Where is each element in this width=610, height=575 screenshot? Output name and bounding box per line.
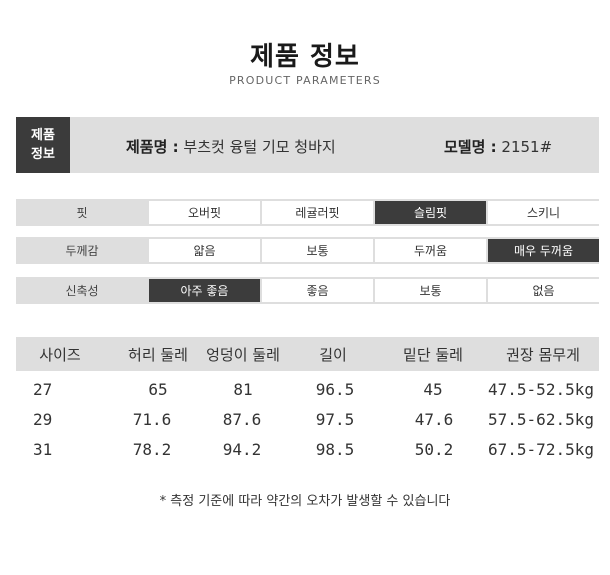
product-name-label: 제품명 : xyxy=(126,138,179,156)
product-model-label: 모델명 : xyxy=(444,138,497,156)
attr-option-selected: 매우 두꺼움 xyxy=(488,239,599,262)
size-col-header: 길이 xyxy=(319,345,347,364)
product-model-value: 2151# xyxy=(501,138,553,156)
product-name: 제품명 : 부츠컷 융털 기모 청바지 xyxy=(126,136,336,157)
size-cell: 27 xyxy=(33,380,53,399)
badge-line-2: 정보 xyxy=(31,147,55,162)
size-cell: 57.5-62.5kg xyxy=(488,410,594,429)
product-model: 모델명 : 2151# xyxy=(444,136,552,157)
attr-option: 보통 xyxy=(262,239,373,262)
attr-option: 좋음 xyxy=(262,279,373,302)
size-table-header: 사이즈 허리 둘레 엉덩이 둘레 길이 밑단 둘레 권장 몸무게 xyxy=(16,337,599,371)
size-cell: 65 xyxy=(148,380,168,399)
size-cell: 47.5-52.5kg xyxy=(488,380,594,399)
badge-line-1: 제품 xyxy=(31,128,55,143)
size-cell: 78.2 xyxy=(132,440,172,459)
attr-row-fit: 핏 오버핏 레귤러핏 슬림핏 스키니 xyxy=(16,199,599,226)
attr-option-selected: 슬림핏 xyxy=(375,201,486,224)
size-cell: 87.6 xyxy=(222,410,262,429)
size-col-header: 사이즈 xyxy=(39,345,81,364)
attr-label-fit: 핏 xyxy=(76,206,88,220)
attr-option: 보통 xyxy=(375,279,486,302)
attr-row-stretch: 신축성 아주 좋음 좋음 보통 없음 xyxy=(16,277,599,304)
size-cell: 96.5 xyxy=(315,380,355,399)
attr-row-thickness: 두께감 얇음 보통 두꺼움 매우 두꺼움 xyxy=(16,237,599,264)
attr-option: 오버핏 xyxy=(149,201,260,224)
measurement-note: * 측정 기준에 따라 약간의 오차가 발생할 수 있습니다 xyxy=(159,494,451,509)
size-cell: 81 xyxy=(233,380,253,399)
page-title: 제품 정보 xyxy=(250,42,360,72)
size-col-header: 허리 둘레 xyxy=(128,345,188,364)
product-info-badge: 제품 정보 xyxy=(16,117,70,173)
size-col-header: 엉덩이 둘레 xyxy=(206,345,280,364)
page-subtitle: PRODUCT PARAMETERS xyxy=(229,74,381,87)
size-cell: 29 xyxy=(33,410,53,429)
size-cell: 47.6 xyxy=(414,410,454,429)
product-info-bar: 제품 정보 제품명 : 부츠컷 융털 기모 청바지 모델명 : 2151# xyxy=(16,117,599,173)
size-cell: 45 xyxy=(423,380,443,399)
attr-option: 스키니 xyxy=(488,201,599,224)
size-cell: 50.2 xyxy=(414,440,454,459)
size-cell: 71.6 xyxy=(132,410,172,429)
size-cell: 97.5 xyxy=(315,410,355,429)
size-col-header: 밑단 둘레 xyxy=(403,345,463,364)
size-cell: 98.5 xyxy=(315,440,355,459)
attr-option: 없음 xyxy=(488,279,599,302)
attr-option: 레귤러핏 xyxy=(262,201,373,224)
attr-option-selected: 아주 좋음 xyxy=(149,279,260,302)
attr-option: 얇음 xyxy=(149,239,260,262)
product-name-value: 부츠컷 융털 기모 청바지 xyxy=(183,138,336,156)
size-cell: 31 xyxy=(33,440,53,459)
attr-label-stretch: 신축성 xyxy=(65,284,99,298)
attr-label-thickness: 두께감 xyxy=(65,244,99,258)
size-cell: 67.5-72.5kg xyxy=(488,440,594,459)
attr-option: 두꺼움 xyxy=(375,239,486,262)
size-cell: 94.2 xyxy=(222,440,262,459)
size-col-header: 권장 몸무게 xyxy=(506,345,580,364)
